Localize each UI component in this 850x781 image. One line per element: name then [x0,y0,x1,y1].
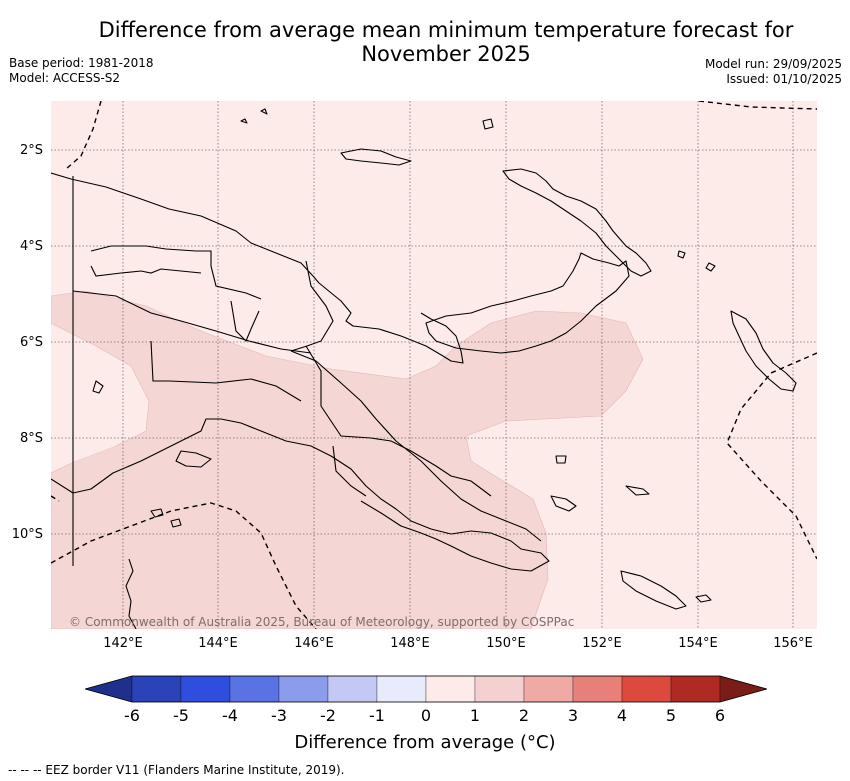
colorbar-cell-2 [180,675,231,703]
colorbar [85,675,767,703]
colorbar-cell-6 [376,675,427,703]
model-name: Model: ACCESS-S2 [9,71,121,85]
colorbar-tick: 5 [665,706,677,725]
lon-label-144e: 144°E [198,636,238,651]
lat-label-10s: 10°S [11,527,43,542]
new-britain [425,252,630,354]
admin-borders [72,176,492,566]
colorbar-cell-12 [670,675,721,703]
colorbar-tick: -2 [320,706,336,725]
new-ireland [502,168,652,277]
colorbar-tick: -6 [124,706,140,725]
lat-label-8s: 8°S [19,431,43,446]
colorbar-tick: -1 [369,706,385,725]
colorbar-tick: -4 [222,706,238,725]
colorbar-cell-7 [425,675,476,703]
colorbar-tick: 2 [518,706,530,725]
province-border-7 [90,265,202,277]
colorbar-cell-11 [621,675,672,703]
aru-islands [92,380,104,394]
mussau-island [482,118,494,130]
new-guinea-south-coast [51,418,550,572]
map-svg: © Commonwealth of Australia 2025, Bureau… [51,101,817,629]
colorbar-cell-3 [229,675,280,703]
colorbar-outline [85,675,767,703]
colorbar-cell-above [719,675,767,703]
anomaly-region-1-2 [51,290,644,629]
province-border-6 [332,445,367,497]
eez-west-stub [51,495,60,502]
trobriand-islands [555,455,567,464]
colorbar-tick: 0 [420,706,432,725]
colorbar-cell-below [85,675,133,703]
feni-islands [677,250,716,272]
colorbar-tick: 3 [567,706,579,725]
new-guinea-north-coast [51,172,464,364]
lat-label-2s: 2°S [19,143,43,158]
lon-label-148e: 148°E [390,636,430,651]
base-period: Base period: 1981-2018 [9,56,154,70]
title-line-1: Difference from average mean minimum tem… [98,18,794,42]
lat-label-6s: 6°S [19,335,43,350]
lon-label-150e: 150°E [486,636,526,651]
dentrecasteaux-islands [550,495,577,512]
colorbar-cell-5 [327,675,378,703]
province-border-1 [72,290,312,354]
new-guinea-east-coast [290,260,334,352]
woodlark-island [625,485,650,496]
province-border-3 [150,340,302,402]
eez-east [726,352,817,560]
issued-date: Issued: 01/10/2025 [726,72,842,86]
colorbar-tick: 6 [714,706,726,725]
manus-island [340,148,412,166]
title-line-2: November 2025 [361,42,531,66]
admiralty-small-islands [240,108,268,124]
bougainville [730,310,797,392]
colorbar-label: Difference from average (°C) [294,732,556,753]
torres-islands [150,508,182,528]
model-run: Model run: 29/09/2025 [704,57,842,71]
lon-label-156e: 156°E [773,636,813,651]
eez-borders [51,101,817,629]
eez-southwest [51,502,317,629]
lon-label-142e: 142°E [103,636,143,651]
papuan-peninsula [290,350,542,542]
lon-label-154e: 154°E [678,636,718,651]
lon-label-152e: 152°E [582,636,622,651]
chart-title: Difference from average mean minimum tem… [90,18,802,66]
louisiade-archipelago [620,570,687,610]
fly-delta [175,450,212,468]
lat-label-4s: 4°S [19,239,43,254]
meta-right: Model run: 29/09/2025 Issued: 01/10/2025 [705,57,842,87]
colorbar-cell-9 [523,675,574,703]
coastlines [51,108,797,629]
eez-legend-footer: -- -- -- EEZ border V11 (Flanders Marine… [8,763,345,777]
lon-label-146e: 146°E [294,636,334,651]
province-border-5 [230,300,260,342]
meta-left: Base period: 1981-2018 Model: ACCESS-S2 [9,56,154,86]
colorbar-tick: -3 [271,706,287,725]
colorbar-cell-1 [131,675,182,703]
graticule [51,101,817,629]
colorbar-cell-4 [278,675,329,703]
province-border-2 [90,245,262,300]
cape-york [125,558,137,629]
copyright-notice: © Commonwealth of Australia 2025, Bureau… [69,615,574,629]
colorbar-cell-8 [474,675,525,703]
forecast-map: © Commonwealth of Australia 2025, Bureau… [51,101,817,629]
colorbar-tick: -5 [173,706,189,725]
colorbar-tick: 4 [616,706,628,725]
colorbar-cell-10 [572,675,623,703]
province-border-4 [305,345,492,497]
colorbar-tick: 1 [469,706,481,725]
rossel-island [695,594,712,603]
